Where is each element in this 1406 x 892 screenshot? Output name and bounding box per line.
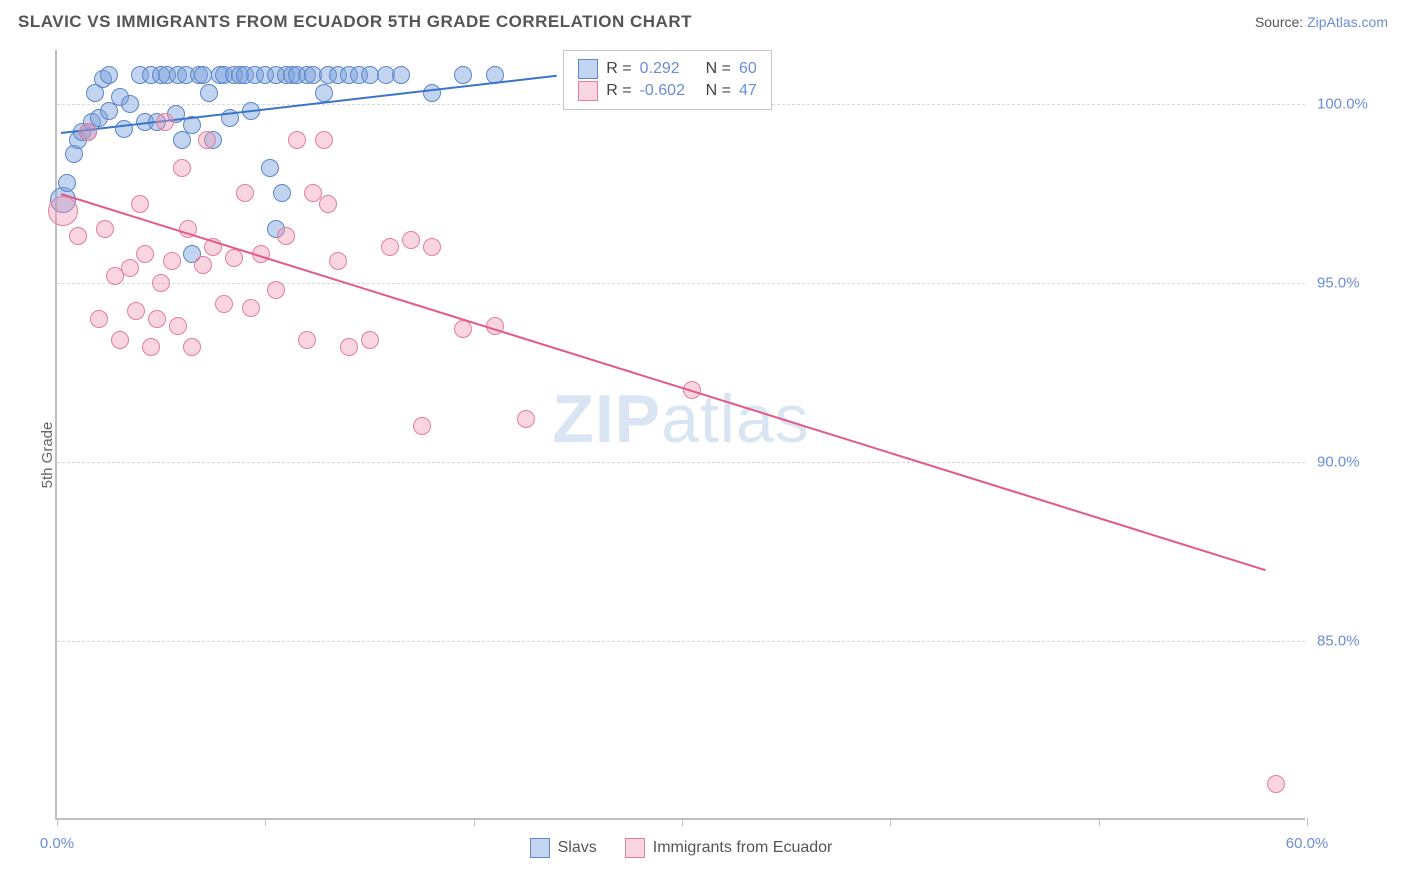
data-point [48, 196, 78, 226]
legend-swatch [530, 838, 550, 858]
data-point [200, 84, 218, 102]
data-point [194, 256, 212, 274]
data-point [454, 320, 472, 338]
trend-line [61, 193, 1266, 571]
gridline-h [57, 462, 1305, 463]
data-point [236, 184, 254, 202]
data-point [315, 131, 333, 149]
legend-r-label: R = [606, 60, 631, 78]
legend-swatch [625, 838, 645, 858]
data-point [298, 331, 316, 349]
data-point [194, 66, 212, 84]
legend-n-label: N = [706, 82, 731, 100]
data-point [340, 338, 358, 356]
data-point [152, 274, 170, 292]
data-point [517, 410, 535, 428]
data-point [319, 195, 337, 213]
data-point [183, 338, 201, 356]
legend-swatch [578, 59, 598, 79]
gridline-h [57, 641, 1305, 642]
data-point [111, 331, 129, 349]
data-point [131, 195, 149, 213]
source-link[interactable]: ZipAtlas.com [1307, 14, 1388, 30]
data-point [402, 231, 420, 249]
series-legend-item: Immigrants from Ecuador [625, 838, 833, 858]
data-point [1267, 775, 1285, 793]
y-tick-label: 85.0% [1317, 632, 1387, 649]
plot-area: ZIPatlas 85.0%90.0%95.0%100.0%0.0%60.0%R… [55, 50, 1305, 820]
data-point [136, 245, 154, 263]
data-point [277, 227, 295, 245]
x-tick-mark [1307, 818, 1308, 826]
x-tick-mark [265, 818, 266, 826]
data-point [242, 299, 260, 317]
legend-n-label: N = [706, 60, 731, 78]
series-name: Slavs [558, 839, 597, 857]
x-tick-mark [682, 818, 683, 826]
legend-row: R = -0.602 N = 47 [578, 81, 756, 101]
data-point [361, 66, 379, 84]
data-point [413, 417, 431, 435]
chart-title: SLAVIC VS IMMIGRANTS FROM ECUADOR 5TH GR… [18, 12, 692, 32]
data-point [69, 227, 87, 245]
x-tick-mark [1099, 818, 1100, 826]
data-point [392, 66, 410, 84]
data-point [115, 120, 133, 138]
x-tick-mark [57, 818, 58, 826]
series-legend: Slavs Immigrants from Ecuador [57, 838, 1305, 858]
legend-n-value: 60 [739, 60, 757, 78]
legend-row: R = 0.292 N = 60 [578, 59, 756, 79]
data-point [79, 123, 97, 141]
data-point [288, 131, 306, 149]
source-attribution: Source: ZipAtlas.com [1255, 14, 1388, 30]
y-axis-label: 5th Grade [39, 422, 56, 489]
data-point [225, 249, 243, 267]
y-tick-label: 95.0% [1317, 274, 1387, 291]
y-tick-label: 100.0% [1317, 95, 1387, 112]
source-prefix: Source: [1255, 14, 1307, 30]
data-point [198, 131, 216, 149]
data-point [454, 66, 472, 84]
series-name: Immigrants from Ecuador [653, 839, 833, 857]
chart-container: 5th Grade ZIPatlas 85.0%90.0%95.0%100.0%… [0, 40, 1406, 870]
legend-r-label: R = [606, 82, 631, 100]
data-point [381, 238, 399, 256]
data-point [267, 281, 285, 299]
data-point [90, 310, 108, 328]
x-tick-mark [474, 818, 475, 826]
data-point [127, 302, 145, 320]
correlation-legend: R = 0.292 N = 60 R = -0.602 N = 47 [563, 50, 771, 110]
data-point [329, 252, 347, 270]
data-point [361, 331, 379, 349]
gridline-h [57, 283, 1305, 284]
watermark: ZIPatlas [552, 380, 809, 458]
data-point [121, 259, 139, 277]
y-tick-label: 90.0% [1317, 453, 1387, 470]
data-point [121, 95, 139, 113]
data-point [423, 84, 441, 102]
data-point [148, 310, 166, 328]
data-point [173, 159, 191, 177]
data-point [100, 66, 118, 84]
data-point [169, 317, 187, 335]
data-point [96, 220, 114, 238]
data-point [273, 184, 291, 202]
data-point [315, 84, 333, 102]
x-tick-mark [890, 818, 891, 826]
data-point [142, 338, 160, 356]
data-point [261, 159, 279, 177]
legend-r-value: 0.292 [640, 60, 698, 78]
data-point [58, 174, 76, 192]
series-legend-item: Slavs [530, 838, 597, 858]
data-point [423, 238, 441, 256]
legend-r-value: -0.602 [640, 82, 698, 100]
legend-n-value: 47 [739, 82, 757, 100]
legend-swatch [578, 81, 598, 101]
data-point [156, 113, 174, 131]
data-point [163, 252, 181, 270]
data-point [215, 295, 233, 313]
